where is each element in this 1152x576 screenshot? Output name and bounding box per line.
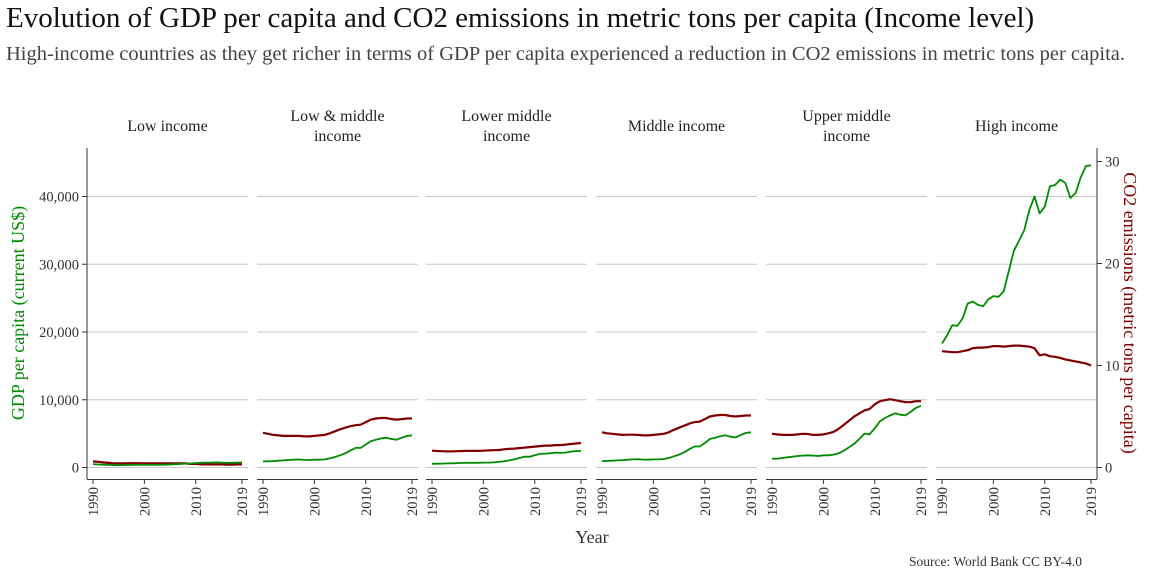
y-tick-label-left: 40,000 bbox=[39, 190, 79, 206]
facet-label: Low & middle bbox=[290, 108, 384, 125]
chart-title: Evolution of GDP per capita and CO2 emis… bbox=[6, 2, 1035, 34]
facet-label: income bbox=[314, 128, 361, 145]
facet-label: income bbox=[483, 128, 530, 145]
x-tick-label: 1990 bbox=[935, 487, 951, 516]
x-tick-label: 2010 bbox=[1038, 487, 1054, 516]
co2-series-line bbox=[431, 441, 582, 453]
facet-label: High income bbox=[975, 118, 1058, 135]
x-tick-label: 1990 bbox=[765, 487, 781, 516]
x-tick-label: 2000 bbox=[307, 487, 323, 516]
gdp-series-line bbox=[772, 404, 922, 460]
y-tick-label-right: 20 bbox=[1105, 257, 1120, 273]
x-tick-label: 2010 bbox=[189, 487, 205, 516]
facet-label: Low income bbox=[127, 118, 207, 135]
facet-label: income bbox=[823, 128, 870, 145]
source-caption: Source: World Bank CC BY-4.0 bbox=[908, 554, 1082, 569]
chart-subtitle: High-income countries as they get richer… bbox=[6, 43, 1125, 65]
x-tick-label: 2019 bbox=[744, 487, 760, 516]
gdp-series-line bbox=[262, 434, 413, 463]
co2-series-line bbox=[262, 416, 412, 438]
gdp-series-line bbox=[941, 164, 1092, 344]
y-tick-label-left: 0 bbox=[72, 461, 79, 477]
x-tick-label: 2019 bbox=[914, 487, 930, 516]
x-tick-label: 2010 bbox=[698, 487, 714, 516]
y-tick-label-left: 20,000 bbox=[39, 325, 79, 341]
y-tick-label-right: 30 bbox=[1105, 155, 1120, 171]
y-tick-label-left: 10,000 bbox=[39, 393, 79, 409]
x-tick-label: 1990 bbox=[595, 487, 611, 516]
x-tick-label: 2000 bbox=[476, 487, 492, 516]
x-tick-label: 2000 bbox=[816, 487, 832, 516]
x-axis-title: Year bbox=[575, 527, 608, 547]
facet-label: Lower middle bbox=[461, 108, 551, 125]
x-tick-label: 2010 bbox=[528, 487, 544, 516]
x-tick-label: 2019 bbox=[1084, 487, 1100, 516]
y-axis-left-title: GDP per capita (current US$) bbox=[8, 206, 29, 420]
x-tick-label: 2019 bbox=[405, 487, 421, 516]
gdp-series-line bbox=[601, 431, 752, 462]
gdp-series-line bbox=[92, 461, 243, 467]
gdp-series-line bbox=[431, 450, 582, 465]
x-tick-label: 1990 bbox=[425, 487, 441, 516]
y-tick-label-left: 30,000 bbox=[39, 257, 79, 273]
y-axis-right-title: CO2 emissions (metric tons per capita) bbox=[1119, 172, 1140, 453]
x-tick-label: 2010 bbox=[359, 487, 375, 516]
x-tick-label: 2019 bbox=[235, 487, 251, 516]
y-tick-label-right: 0 bbox=[1105, 461, 1112, 477]
x-tick-label: 1990 bbox=[256, 487, 272, 516]
co2-series-line bbox=[601, 413, 751, 437]
y-tick-label-right: 10 bbox=[1105, 359, 1120, 375]
x-tick-label: 2010 bbox=[868, 487, 884, 516]
x-tick-label: 1990 bbox=[86, 487, 102, 516]
co2-series-line bbox=[771, 398, 921, 436]
facet-label: Middle income bbox=[628, 118, 725, 135]
x-tick-label: 2000 bbox=[137, 487, 153, 516]
co2-series-line bbox=[941, 344, 1092, 367]
facet-label: Upper middle bbox=[802, 108, 890, 125]
x-tick-label: 2019 bbox=[574, 487, 590, 516]
x-tick-label: 2000 bbox=[646, 487, 662, 516]
x-tick-label: 2000 bbox=[986, 487, 1002, 516]
co2-series-line bbox=[92, 460, 242, 466]
